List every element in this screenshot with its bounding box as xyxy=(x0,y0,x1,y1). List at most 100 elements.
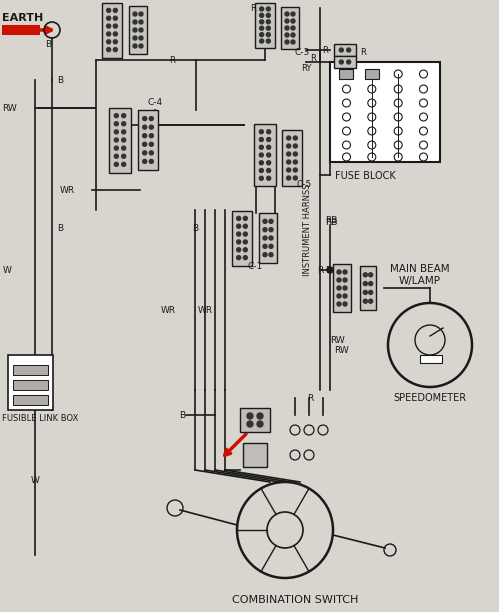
Circle shape xyxy=(285,12,289,16)
Circle shape xyxy=(113,16,117,20)
Circle shape xyxy=(122,114,126,118)
Text: C-3: C-3 xyxy=(295,48,310,56)
Circle shape xyxy=(269,236,273,240)
Bar xyxy=(254,124,276,186)
Circle shape xyxy=(263,253,267,256)
Circle shape xyxy=(107,32,111,36)
Circle shape xyxy=(257,421,263,427)
Text: B: B xyxy=(57,223,63,233)
Circle shape xyxy=(143,160,147,163)
Circle shape xyxy=(269,228,273,232)
Circle shape xyxy=(113,40,117,44)
Text: RW: RW xyxy=(334,346,349,354)
Text: WR: WR xyxy=(161,305,176,315)
Circle shape xyxy=(259,153,263,157)
Text: R: R xyxy=(317,266,323,275)
Circle shape xyxy=(269,219,273,223)
Bar xyxy=(259,213,277,263)
Circle shape xyxy=(133,28,137,32)
Circle shape xyxy=(293,160,297,164)
Bar xyxy=(333,264,351,312)
Circle shape xyxy=(149,160,153,163)
Circle shape xyxy=(259,138,263,141)
Circle shape xyxy=(266,32,270,37)
Bar xyxy=(2,25,40,35)
Circle shape xyxy=(259,145,263,149)
Text: RW: RW xyxy=(2,103,17,113)
Text: RB: RB xyxy=(325,217,337,226)
Circle shape xyxy=(285,19,289,23)
Circle shape xyxy=(244,248,248,252)
Circle shape xyxy=(122,154,126,159)
Circle shape xyxy=(266,153,270,157)
Circle shape xyxy=(139,44,143,48)
Text: W: W xyxy=(3,266,12,275)
Text: W: W xyxy=(30,476,39,485)
Circle shape xyxy=(107,24,111,28)
Circle shape xyxy=(114,162,118,166)
Bar xyxy=(420,355,442,363)
Circle shape xyxy=(114,138,118,142)
Circle shape xyxy=(114,154,118,159)
Bar xyxy=(240,408,270,432)
Circle shape xyxy=(107,9,111,12)
Circle shape xyxy=(369,282,373,286)
Circle shape xyxy=(113,9,117,12)
Circle shape xyxy=(244,256,248,259)
Circle shape xyxy=(259,32,263,37)
Circle shape xyxy=(237,217,241,220)
Circle shape xyxy=(266,20,270,24)
Circle shape xyxy=(237,256,241,259)
Text: FUSIBLE LINK BOX: FUSIBLE LINK BOX xyxy=(2,414,78,422)
Circle shape xyxy=(259,13,263,17)
Circle shape xyxy=(122,146,126,150)
Circle shape xyxy=(337,294,341,298)
Bar xyxy=(232,211,252,266)
Circle shape xyxy=(291,33,295,37)
Circle shape xyxy=(122,162,126,166)
Text: FUSE BLOCK: FUSE BLOCK xyxy=(335,171,396,181)
Circle shape xyxy=(343,294,347,298)
Text: INSTRUMENT HARNSS: INSTRUMENT HARNSS xyxy=(303,184,312,276)
Circle shape xyxy=(293,152,297,156)
Circle shape xyxy=(122,122,126,125)
Circle shape xyxy=(343,302,347,306)
Circle shape xyxy=(139,20,143,24)
Circle shape xyxy=(107,40,111,44)
Circle shape xyxy=(337,270,341,274)
Circle shape xyxy=(107,16,111,20)
Text: EARTH: EARTH xyxy=(2,13,43,23)
Circle shape xyxy=(133,36,137,40)
Bar xyxy=(8,355,53,410)
Circle shape xyxy=(285,40,289,44)
Circle shape xyxy=(266,138,270,141)
Text: COMBINATION SWITCH: COMBINATION SWITCH xyxy=(232,595,358,605)
Circle shape xyxy=(263,244,267,248)
Circle shape xyxy=(291,40,295,44)
Circle shape xyxy=(286,160,290,164)
Circle shape xyxy=(347,60,351,64)
Circle shape xyxy=(259,176,263,181)
Circle shape xyxy=(259,20,263,24)
Circle shape xyxy=(369,299,373,303)
Circle shape xyxy=(149,125,153,129)
Circle shape xyxy=(113,24,117,28)
Circle shape xyxy=(139,28,143,32)
Text: B: B xyxy=(57,75,63,84)
Circle shape xyxy=(293,176,297,180)
Bar xyxy=(339,69,353,79)
Circle shape xyxy=(143,116,147,121)
Circle shape xyxy=(244,240,248,244)
Circle shape xyxy=(114,146,118,150)
Circle shape xyxy=(286,176,290,180)
Circle shape xyxy=(122,138,126,142)
Circle shape xyxy=(285,26,289,30)
Circle shape xyxy=(149,142,153,146)
Circle shape xyxy=(114,130,118,134)
Circle shape xyxy=(363,299,367,303)
Bar xyxy=(13,365,48,375)
Bar xyxy=(138,110,158,170)
Circle shape xyxy=(149,133,153,138)
Circle shape xyxy=(285,33,289,37)
Text: WR: WR xyxy=(60,185,75,195)
